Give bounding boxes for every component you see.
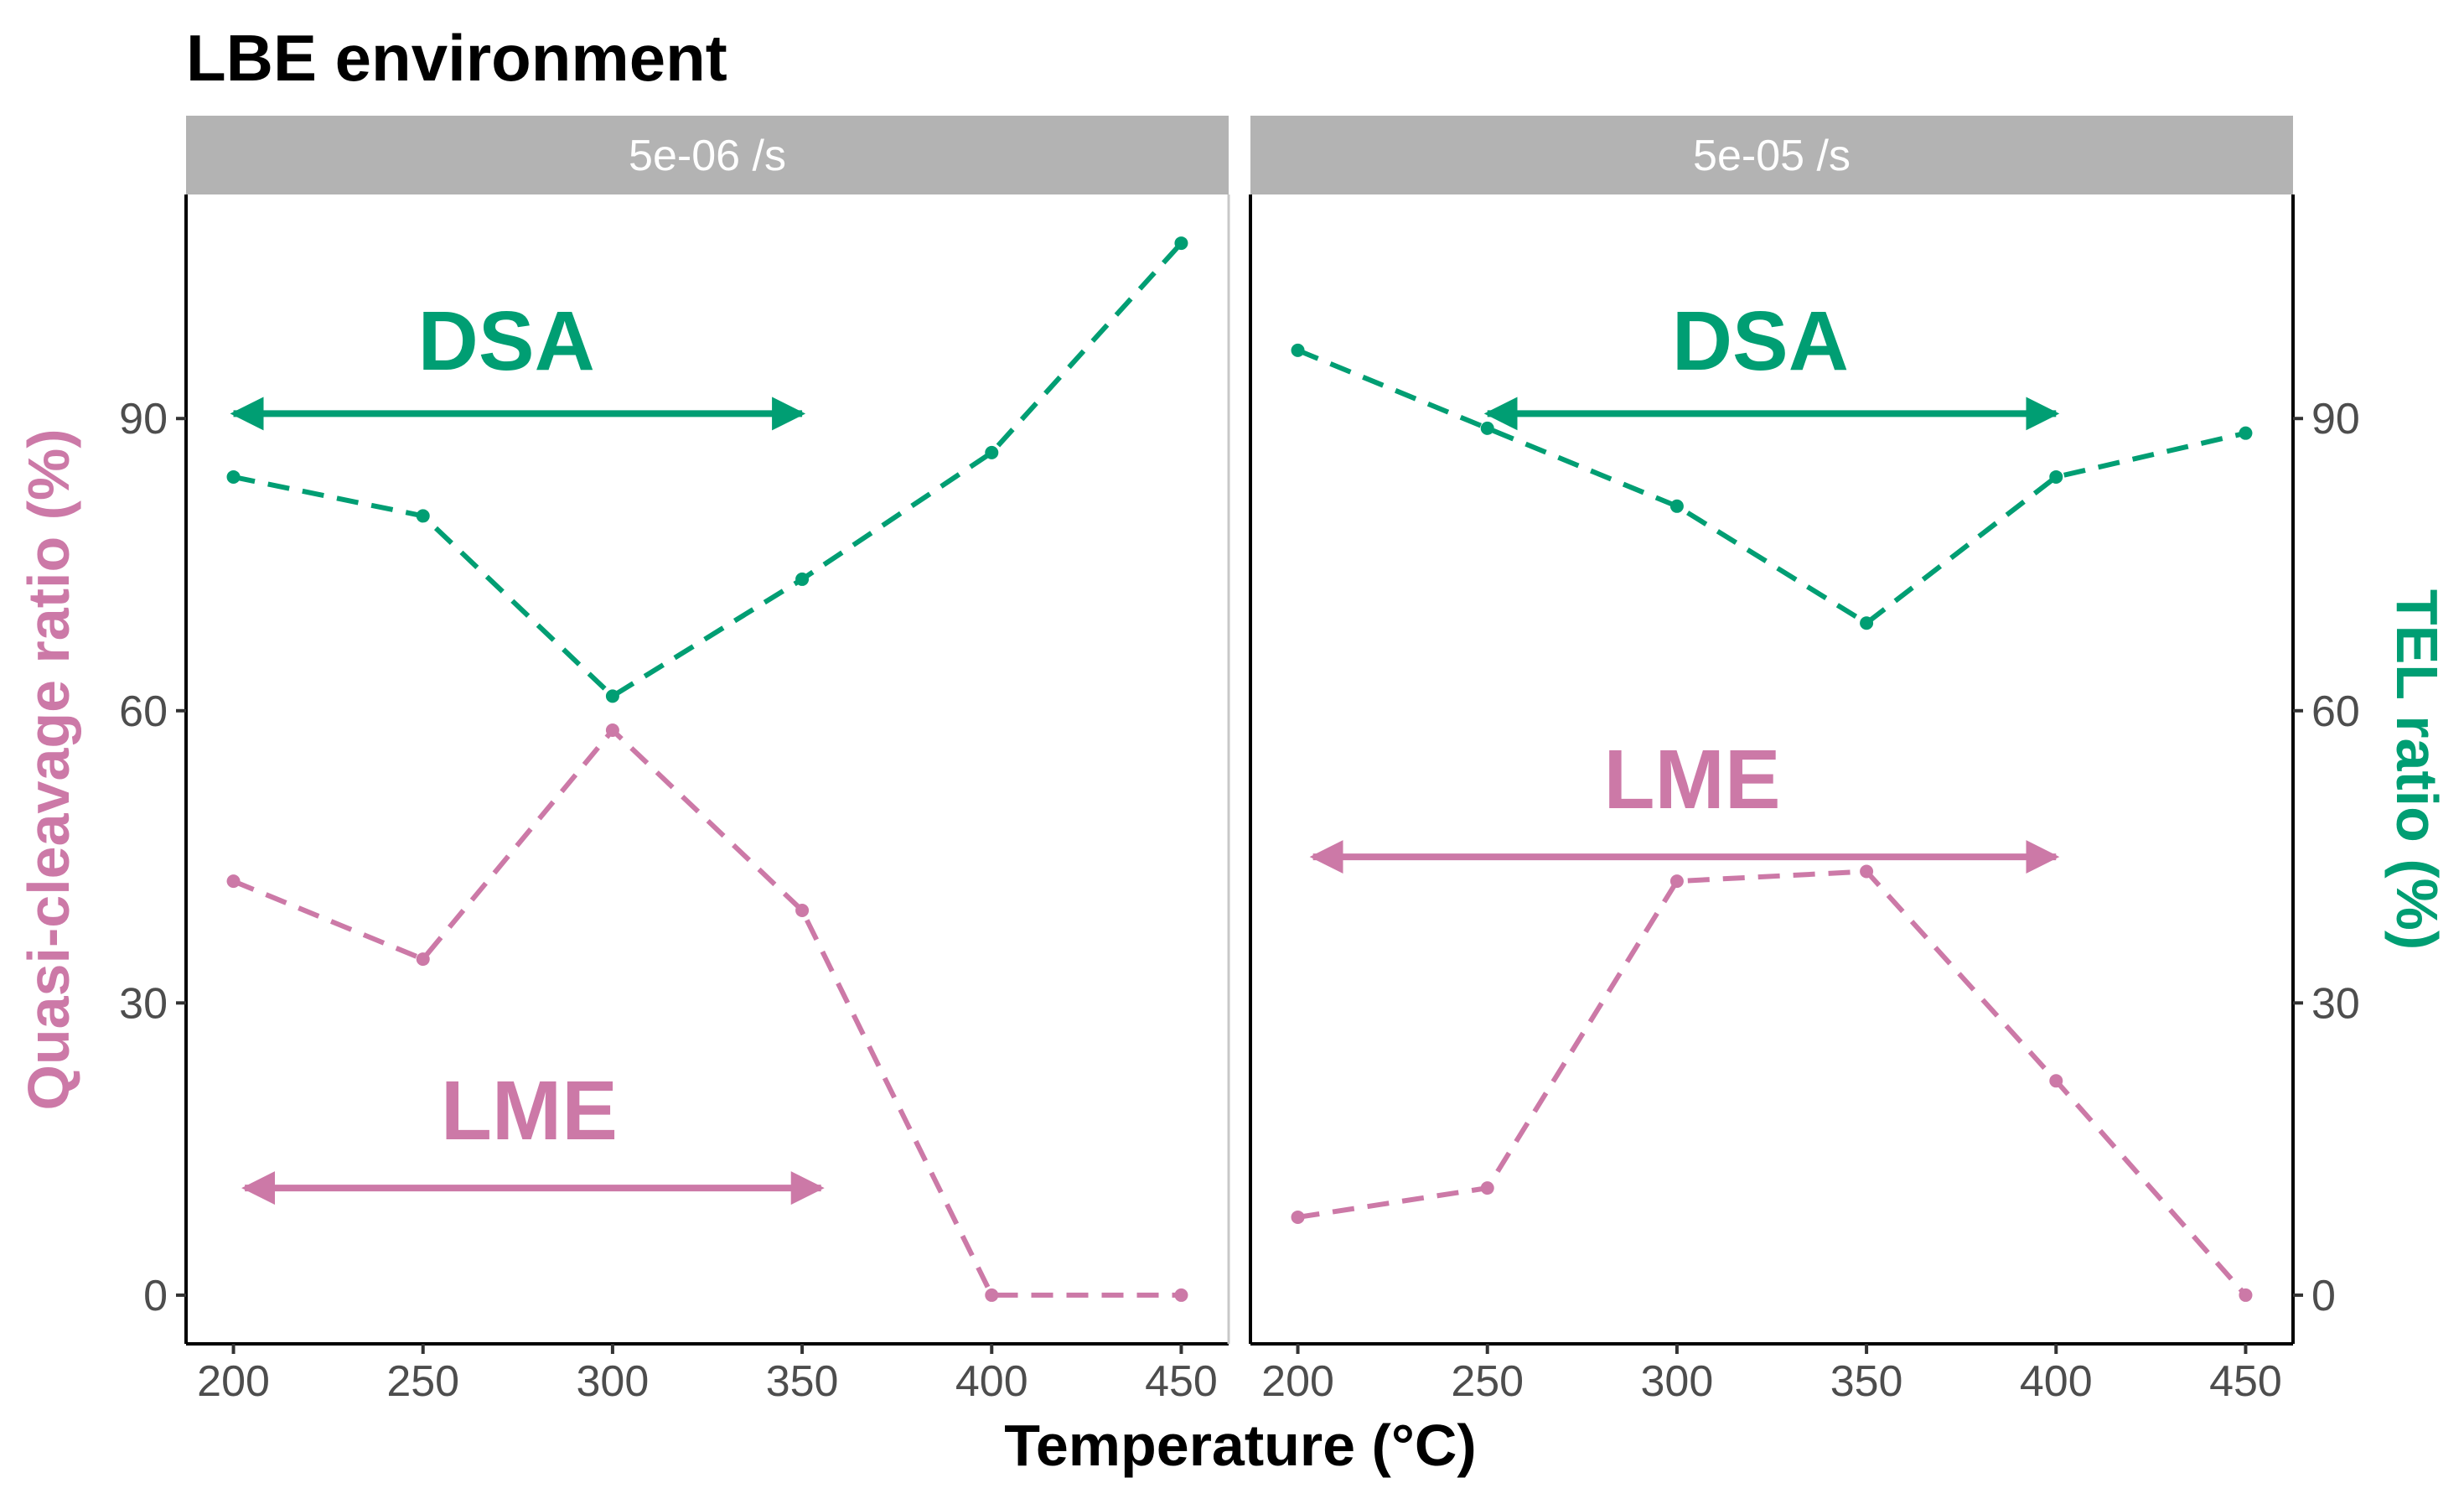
quasi-ratio-point xyxy=(1291,1210,1305,1224)
quasi-ratio-point xyxy=(2239,1288,2253,1302)
left-y-axis-label: Quasi-cleavage ratio (%) xyxy=(16,428,81,1110)
tel-ratio-point xyxy=(1174,236,1188,251)
x-tick-label: 250 xyxy=(1451,1357,1524,1406)
quasi-ratio-point xyxy=(1174,1288,1188,1302)
tel-ratio-point xyxy=(416,509,430,523)
tel-ratio-point xyxy=(226,469,241,484)
x-tick-label: 450 xyxy=(1145,1357,1218,1406)
right-y-tick-label: 60 xyxy=(2311,687,2360,736)
x-tick-label: 300 xyxy=(577,1357,650,1406)
tel-ratio-line xyxy=(1297,348,2247,626)
lme-annotation-label: LME xyxy=(441,1064,618,1158)
quasi-ratio-point xyxy=(416,952,430,967)
quasi-ratio-point xyxy=(1669,874,1684,889)
dsa-annotation-label: DSA xyxy=(418,294,595,388)
right-y-axis-label: TEL ratio (%) xyxy=(2384,589,2450,950)
facet-strip xyxy=(1250,116,2293,194)
quasi-ratio-line xyxy=(232,728,1182,1298)
tel-ratio-point xyxy=(1480,421,1494,435)
facet-strip-label: 5e-05 /s xyxy=(1693,132,1851,180)
quasi-ratio-point xyxy=(1480,1181,1494,1195)
tel-ratio-point xyxy=(1291,343,1305,357)
x-tick-label: 350 xyxy=(1830,1357,1903,1406)
quasi-ratio-point xyxy=(226,874,241,889)
left-y-tick-label: 0 xyxy=(143,1272,168,1320)
dsa-annotation-label: DSA xyxy=(1672,294,1849,388)
x-axis-label: Temperature (°C) xyxy=(1004,1413,1476,1478)
quasi-ratio-line xyxy=(1297,869,2248,1297)
left-y-tick-label: 90 xyxy=(119,395,168,443)
tel-ratio-point xyxy=(1669,499,1684,513)
right-y-tick-label: 90 xyxy=(2311,395,2360,443)
tel-ratio-point xyxy=(795,572,810,586)
tel-ratio-point xyxy=(985,445,999,459)
quasi-ratio-point xyxy=(985,1288,999,1302)
tel-ratio-point xyxy=(605,689,619,703)
panel-1: 5e-06 /s 200 250 300 350 400 450 0 30 60 90 DSA LME xyxy=(119,116,1230,1406)
x-tick-label: 200 xyxy=(197,1357,270,1406)
tel-ratio-line xyxy=(232,241,1183,699)
tel-ratio-point xyxy=(1860,616,1874,630)
chart-title: LBE environment xyxy=(186,21,727,95)
left-y-tick-label: 60 xyxy=(119,687,168,736)
x-tick-label: 300 xyxy=(1641,1357,1714,1406)
x-tick-label: 250 xyxy=(386,1357,459,1406)
x-tick-label: 200 xyxy=(1261,1357,1334,1406)
facet-strip-label: 5e-06 /s xyxy=(629,132,786,180)
quasi-ratio-point xyxy=(1860,864,1874,879)
tel-ratio-point xyxy=(2239,426,2253,440)
right-y-tick-label: 30 xyxy=(2311,979,2360,1028)
left-y-tick-label: 30 xyxy=(119,979,168,1028)
x-tick-label: 400 xyxy=(955,1357,1028,1406)
quasi-ratio-point xyxy=(2049,1074,2063,1088)
quasi-ratio-point xyxy=(605,723,619,738)
panel-2: 5e-05 /s 200 250 300 350 400 450 0 30 60 90 DSA LME xyxy=(1249,116,2360,1406)
quasi-ratio-point xyxy=(795,903,810,917)
right-y-tick-label: 0 xyxy=(2311,1272,2336,1320)
x-tick-label: 400 xyxy=(2020,1357,2093,1406)
facet-strip xyxy=(186,116,1229,194)
lme-annotation-label: LME xyxy=(1603,733,1780,827)
x-tick-label: 350 xyxy=(766,1357,839,1406)
x-tick-label: 450 xyxy=(2209,1357,2282,1406)
tel-ratio-point xyxy=(2049,469,2063,484)
